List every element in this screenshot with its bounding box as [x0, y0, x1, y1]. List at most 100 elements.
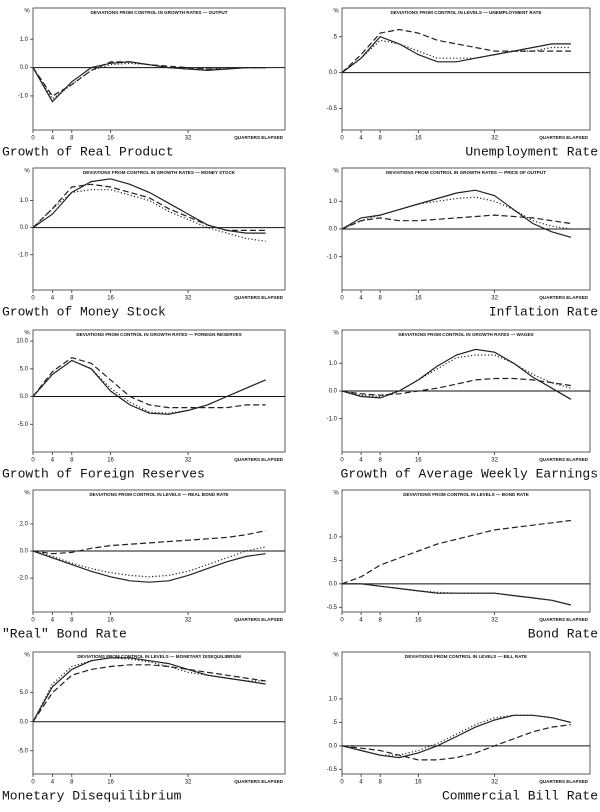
y-axis-label: % [333, 491, 339, 497]
x-tick-label: 32 [491, 618, 498, 624]
caption: Growth of Foreign Reserves [2, 466, 205, 481]
y-axis-label: % [333, 169, 339, 175]
caption: Inflation Rate [489, 304, 598, 319]
x-tick-label: 4 [51, 618, 55, 624]
x-tick-label: 8 [378, 458, 382, 464]
series-line [341, 189, 572, 238]
x-tick-label: 0 [340, 458, 344, 464]
y-tick-label: 0.0 [329, 743, 338, 749]
x-tick-label: 0 [340, 296, 344, 302]
x-tick-label: 0 [31, 780, 35, 786]
x-tick-label: 32 [185, 296, 192, 302]
x-tick-label: 0 [31, 458, 35, 464]
x-axis-label: QUARTERS ELAPSED [539, 295, 588, 300]
x-tick-label: 8 [378, 618, 382, 624]
y-tick-label: 1.0 [329, 535, 338, 541]
series-line [341, 519, 571, 585]
x-axis-label: QUARTERS ELAPSED [539, 617, 588, 622]
y-axis-label: % [24, 9, 30, 15]
y-tick-label: -0.5 [327, 767, 338, 773]
y-axis-label: % [24, 331, 30, 337]
chart-title: DEVIATIONS FROM CONTROL IN GROWTH RATES … [76, 332, 241, 337]
x-axis-label: QUARTERS ELAPSED [539, 779, 588, 784]
series-line [341, 196, 571, 230]
series-line [32, 664, 266, 723]
series-line [342, 583, 572, 606]
x-tick-label: 16 [107, 458, 114, 464]
series-line [32, 657, 266, 722]
plot-frame [341, 7, 591, 131]
x-tick-label: 8 [378, 780, 382, 786]
x-tick-label: 4 [359, 136, 363, 142]
y-tick-label: -5.0 [18, 748, 29, 754]
plot-frame [32, 7, 286, 131]
series-line [341, 714, 572, 759]
y-tick-label: 2.0 [20, 521, 29, 527]
y-tick-label: 5.0 [20, 366, 29, 372]
y-tick-label: 0.0 [329, 389, 338, 395]
x-tick-label: 4 [359, 780, 363, 786]
y-tick-label: -1.0 [327, 254, 338, 260]
y-tick-label: 0.0 [20, 549, 29, 555]
series-line [32, 178, 266, 234]
caption: Growth of Average Weekly Earnings [341, 466, 598, 481]
chart-title: DEVIATIONS FROM CONTROL IN LEVELS — BOND… [403, 492, 529, 497]
plot-frame [32, 167, 286, 291]
series-line [342, 583, 572, 606]
x-tick-label: 0 [31, 618, 35, 624]
y-tick-label: 1.0 [329, 697, 338, 703]
x-axis-label: QUARTERS ELAPSED [234, 457, 283, 462]
y-axis-label: % [24, 653, 30, 659]
x-tick-label: 16 [415, 296, 422, 302]
x-axis-label: QUARTERS ELAPSED [234, 295, 283, 300]
series-line [32, 657, 266, 722]
x-tick-label: 4 [51, 458, 55, 464]
y-tick-label: 0.0 [329, 227, 338, 233]
chart-title: DEVIATIONS FROM CONTROL IN LEVELS — REAL… [89, 492, 228, 497]
y-tick-label: -1.0 [18, 94, 29, 100]
series-line [341, 377, 571, 396]
y-tick-label: 1.0 [20, 37, 29, 43]
chart-title: DEVIATIONS FROM CONTROL IN LEVELS — MONE… [77, 654, 241, 659]
x-tick-label: 8 [70, 296, 74, 302]
x-tick-label: 4 [51, 296, 55, 302]
y-tick-label: -2.0 [18, 576, 29, 582]
x-axis-label: QUARTERS ELAPSED [539, 135, 588, 140]
x-tick-label: 16 [107, 136, 114, 142]
y-tick-label: 1.0 [20, 198, 29, 204]
x-axis-label: QUARTERS ELAPSED [234, 135, 283, 140]
plot-frame [32, 651, 286, 775]
series-line [32, 530, 266, 555]
x-tick-label: 4 [359, 296, 363, 302]
chart-title: DEVIATIONS FROM CONTROL IN GROWTH RATES … [386, 170, 546, 175]
y-axis-label: % [333, 331, 339, 337]
chart-title: DEVIATIONS FROM CONTROL IN LEVELS — BILL… [405, 654, 527, 659]
chart-title: DEVIATIONS FROM CONTROL IN GROWTH RATES … [83, 170, 236, 175]
series-line [341, 354, 572, 398]
x-tick-label: 16 [415, 618, 422, 624]
x-tick-label: 8 [70, 458, 74, 464]
x-tick-label: 16 [415, 136, 422, 142]
chart-title: DEVIATIONS FROM CONTROL IN GROWTH RATES … [90, 10, 227, 15]
x-tick-label: 0 [31, 296, 35, 302]
x-tick-label: 0 [340, 618, 344, 624]
y-tick-label: .5 [332, 34, 338, 40]
chart-title: DEVIATIONS FROM CONTROL IN LEVELS — UNEM… [390, 10, 541, 15]
caption: Monetary Disequilibrium [2, 788, 182, 803]
x-tick-label: 32 [185, 780, 192, 786]
x-tick-label: 32 [491, 296, 498, 302]
series-line [32, 183, 266, 231]
caption: Growth of Real Product [2, 144, 174, 159]
x-tick-label: 0 [31, 136, 35, 142]
series-line [341, 714, 572, 756]
x-tick-label: 16 [107, 780, 114, 786]
y-axis-label: % [333, 9, 339, 15]
y-tick-label: 0.0 [20, 719, 29, 725]
x-tick-label: 8 [70, 618, 74, 624]
series-line [341, 724, 571, 761]
x-tick-label: 8 [378, 296, 382, 302]
y-tick-label: -0.5 [327, 605, 338, 611]
x-tick-label: 4 [51, 780, 55, 786]
y-tick-label: 0.0 [20, 225, 29, 231]
